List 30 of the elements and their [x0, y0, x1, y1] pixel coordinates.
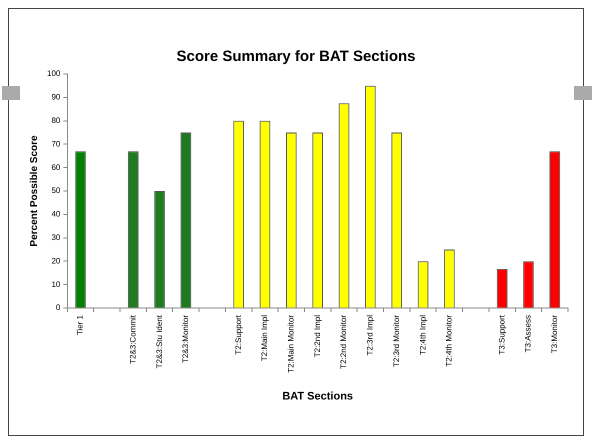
y-tick-label: 10 — [51, 280, 61, 289]
x-tick-label: T2:2nd Monitor — [339, 314, 348, 369]
chart-title: Score Summary for BAT Sections — [176, 48, 416, 66]
y-tick-label: 30 — [51, 233, 61, 242]
x-tick-label: T2&3:Monitor — [181, 314, 190, 364]
x-tick-label: T3:Support — [497, 314, 506, 355]
y-tick-label: 60 — [51, 162, 61, 172]
y-tick-label: 70 — [51, 139, 61, 148]
x-tick-label: T2&3:Stu Ident — [154, 314, 164, 368]
x-tick-label: T2:3rd Impl — [366, 314, 375, 356]
y-tick-label: 50 — [51, 186, 61, 196]
x-tick-label: T2:3rd Monitor — [392, 314, 401, 368]
x-tick-label: T2:4th Monitor — [444, 314, 454, 367]
x-tick-label: T2&3:Commit — [128, 314, 138, 364]
y-tick-label: 40 — [51, 210, 61, 219]
y-tick-label: 0 — [56, 303, 61, 312]
x-tick-label: T2:Support — [234, 314, 243, 355]
y-axis-title: Percent Possible Score — [28, 134, 40, 247]
x-tick-label: T2:Main Impl — [260, 314, 270, 362]
x-tick-label: T2:2nd Impl — [312, 314, 322, 358]
x-axis-title: BAT Sections — [282, 390, 354, 402]
x-tick-label: T3:Monitor — [550, 314, 560, 354]
y-tick-label: 20 — [51, 256, 61, 266]
x-tick-label: T3:Assess — [524, 315, 533, 352]
x-tick-label: T2:4th Impl — [418, 314, 428, 356]
y-tick-label: 80 — [51, 116, 61, 126]
x-tick-label: T2:Main Monitor — [286, 314, 296, 373]
x-tick-label: Tier 1 — [76, 314, 85, 336]
y-tick-label: 100 — [46, 69, 61, 78]
y-tick-label: 90 — [51, 92, 61, 102]
